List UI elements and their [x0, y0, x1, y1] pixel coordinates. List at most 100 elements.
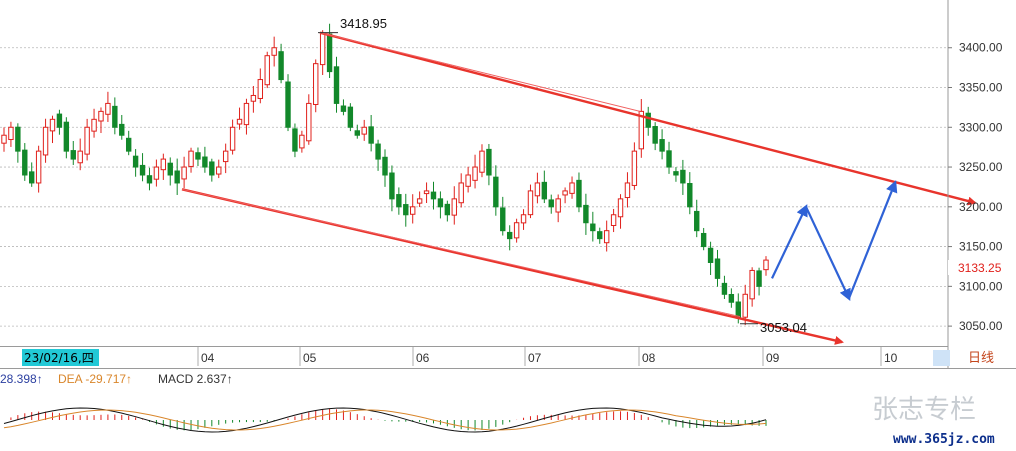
macd-dea-label: DEA -29.717↑ — [58, 372, 132, 386]
candle-body — [638, 110, 645, 150]
candle-body — [354, 130, 360, 136]
candle-body — [403, 204, 409, 216]
candle-body — [763, 259, 769, 271]
y-tick-label: 3300.00 — [959, 120, 1003, 134]
last-price-label: 3133.25 — [958, 261, 1002, 275]
x-tick-label: 08 — [642, 351, 656, 365]
candle-body — [153, 166, 160, 180]
last-price-box — [948, 260, 1000, 275]
candle-body — [396, 194, 402, 208]
candle-body — [562, 190, 568, 196]
candle-body — [742, 293, 748, 318]
candle-body — [292, 128, 298, 152]
x-tick-label: 06 — [416, 351, 430, 365]
candle-body — [8, 126, 14, 141]
candle-body — [479, 150, 485, 173]
candle-body — [139, 164, 146, 176]
candle-body — [35, 150, 42, 184]
candle-body — [548, 199, 554, 208]
y-tick-label: 3350.00 — [959, 81, 1003, 95]
macd-dea-line — [3, 409, 767, 431]
macd-dif-line — [3, 407, 767, 433]
candle-body — [160, 158, 167, 171]
candle-body — [707, 247, 714, 263]
candle-body — [132, 155, 139, 168]
low-annotation: 3053.04 — [760, 320, 807, 335]
candle-body — [437, 198, 444, 208]
candle-body — [285, 81, 291, 128]
period-label[interactable]: 日线 — [968, 351, 994, 366]
candle-body — [472, 166, 478, 181]
x-tick-label: 10 — [884, 351, 898, 365]
candle-body — [91, 118, 97, 132]
x-tick-label: 05 — [303, 351, 317, 365]
candle-body — [597, 231, 603, 240]
candle-body — [410, 206, 416, 215]
candle-body — [659, 139, 665, 152]
candle-body — [202, 156, 208, 168]
candle-body — [527, 190, 534, 216]
candle-body — [347, 106, 354, 128]
candle-body — [645, 112, 651, 128]
candle-body — [299, 134, 305, 149]
y-tick-label: 3100.00 — [959, 279, 1003, 293]
candle-body — [506, 231, 513, 240]
channel-and-forecast — [181, 31, 977, 345]
candle-body — [576, 179, 582, 208]
candle-body — [174, 170, 180, 184]
candle-body — [188, 150, 194, 167]
candle-body — [195, 152, 201, 160]
candle-body — [125, 137, 132, 152]
candle-body — [146, 175, 153, 184]
candle-body — [610, 214, 617, 226]
y-tick-label: 3050.00 — [959, 319, 1003, 333]
scroll-thumb[interactable] — [933, 350, 950, 366]
y-tick-label: 3250.00 — [959, 160, 1003, 174]
candle-body — [500, 207, 506, 232]
candle-body — [520, 214, 527, 224]
candle-body — [313, 63, 319, 105]
macd-value-label: MACD 2.637↑ — [158, 372, 233, 386]
x-tick-label: 04 — [201, 351, 215, 365]
candle-body — [721, 282, 728, 295]
forecast-leg-2 — [805, 206, 851, 301]
cursor-date-box — [22, 349, 99, 366]
macd-pane — [3, 407, 767, 433]
candle-body — [264, 55, 270, 86]
candle-body — [687, 183, 693, 208]
candle-body — [430, 191, 437, 200]
candle-body — [250, 94, 257, 102]
x-tick-label: 07 — [528, 351, 542, 365]
axes: 3050.00 3100.00 3150.00 3200.00 3250.00 3300.… — [0, 0, 1016, 369]
candle-body — [694, 210, 700, 232]
channel-upper-thin — [319, 32, 641, 112]
candle-body — [700, 232, 707, 248]
candle-body — [541, 181, 548, 200]
candle-body — [77, 150, 83, 164]
x-tick-label: 09 — [766, 351, 780, 365]
candle-body — [465, 174, 471, 187]
candle-body — [112, 105, 118, 128]
candle-body — [278, 51, 284, 81]
candle-body — [361, 126, 367, 135]
candle-body — [63, 121, 70, 152]
candle-body — [617, 198, 624, 218]
forecast-leg-3 — [847, 180, 898, 299]
candle-body — [451, 198, 457, 216]
candle-body — [603, 230, 610, 244]
candle-body — [56, 113, 63, 128]
candle-body — [333, 66, 340, 104]
y-tick-label: 3400.00 — [959, 41, 1003, 55]
candle-body — [382, 156, 388, 176]
candle-body — [680, 169, 686, 184]
macd-dif-label: 28.398↑ — [0, 372, 43, 386]
candle-body — [555, 198, 561, 213]
channel-upper-line — [319, 31, 977, 206]
high-annotation: 3418.95 — [340, 16, 387, 31]
candle-body — [583, 204, 589, 224]
watermark-site: www.365jz.com — [893, 432, 995, 447]
candle-body — [181, 166, 187, 180]
y-tick-label: 3200.00 — [959, 200, 1003, 214]
candle-body — [534, 182, 541, 197]
